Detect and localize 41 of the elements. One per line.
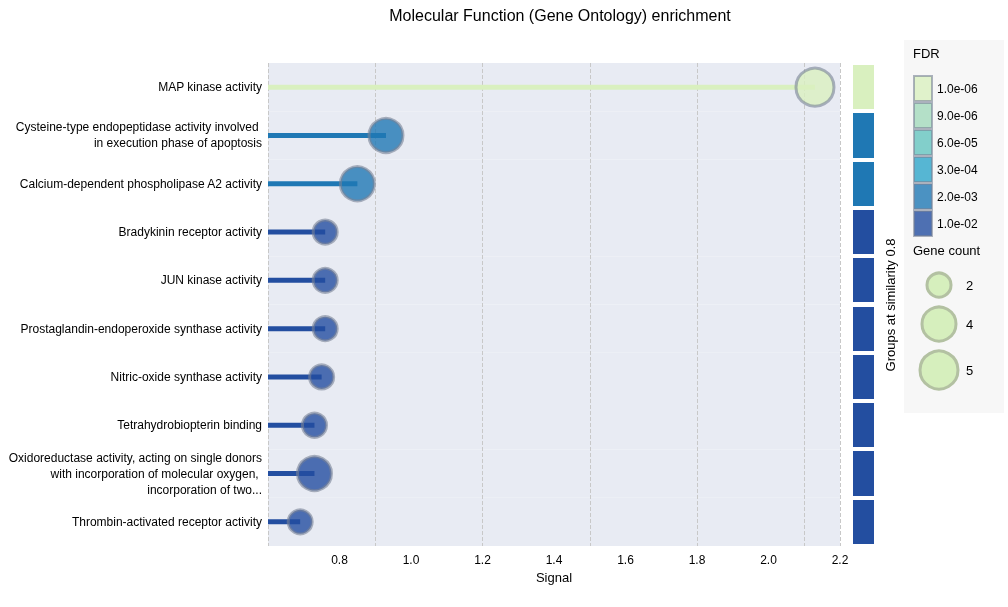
legend-label: 6.0e-05 (937, 135, 979, 150)
x-tick-label: 1.2 (474, 553, 492, 567)
y-tick-label: Oxidoreductase activity, acting on single donors with incorporation of molecular oxygen, incorporation of two... (8, 450, 262, 497)
y-tick-label: Prostaglandin-endoperoxide synthase activity (20, 321, 262, 336)
x-tick-label: 1.8 (688, 553, 706, 567)
legend-label: 3.0e-04 (937, 162, 979, 177)
point (286, 508, 314, 536)
y-tick-label: Tetrahydrobiopterin binding (117, 418, 262, 433)
legend-label: 5 (966, 362, 974, 378)
legend-label: 2.0e-03 (937, 189, 979, 204)
point (311, 315, 339, 343)
y2-axis-title: Groups at similarity 0.8 (882, 238, 898, 372)
point (367, 116, 405, 154)
x-tick-label: 2.0 (760, 553, 778, 567)
chart-title: Molecular Function (Gene Ontology) enrichment (389, 6, 732, 24)
y-tick-label: Bradykinin receptor activity (118, 225, 262, 240)
legend-label: 2 (966, 277, 974, 293)
legend-label: 1.0e-02 (937, 216, 979, 231)
y-tick-label: Nitric-oxide synthase activity (110, 369, 262, 384)
y-tick-label: Thrombin-activated receptor activity (71, 514, 262, 529)
legend-label: 9.0e-06 (937, 108, 979, 123)
point (794, 66, 836, 108)
y-tick-label: Cysteine-type endopeptidase activity involved in execution phase of apoptosis (15, 120, 262, 151)
x-tick-label: 1.0 (402, 553, 420, 567)
y-tick-label: MAP kinase activity (158, 80, 262, 95)
legend-label: 1.0e-06 (937, 81, 979, 96)
y-tick-label: JUN kinase activity (160, 273, 262, 288)
x-axis-title: Signal (535, 569, 573, 585)
legend-title: FDR (913, 46, 940, 61)
legend-label: 4 (966, 316, 974, 332)
text: Gene count (913, 243, 981, 258)
point (308, 363, 336, 391)
x-tick-label: 0.8 (331, 553, 349, 567)
point (338, 165, 376, 203)
y-tick-label: Calcium-dependent phospholipase A2 activity (19, 176, 262, 191)
point (311, 266, 339, 294)
point (300, 411, 328, 439)
point (311, 218, 339, 246)
x-tick-label: 1.6 (617, 553, 635, 567)
x-tick-label: 1.4 (545, 553, 563, 567)
x-tick-label: 2.2 (831, 553, 849, 567)
